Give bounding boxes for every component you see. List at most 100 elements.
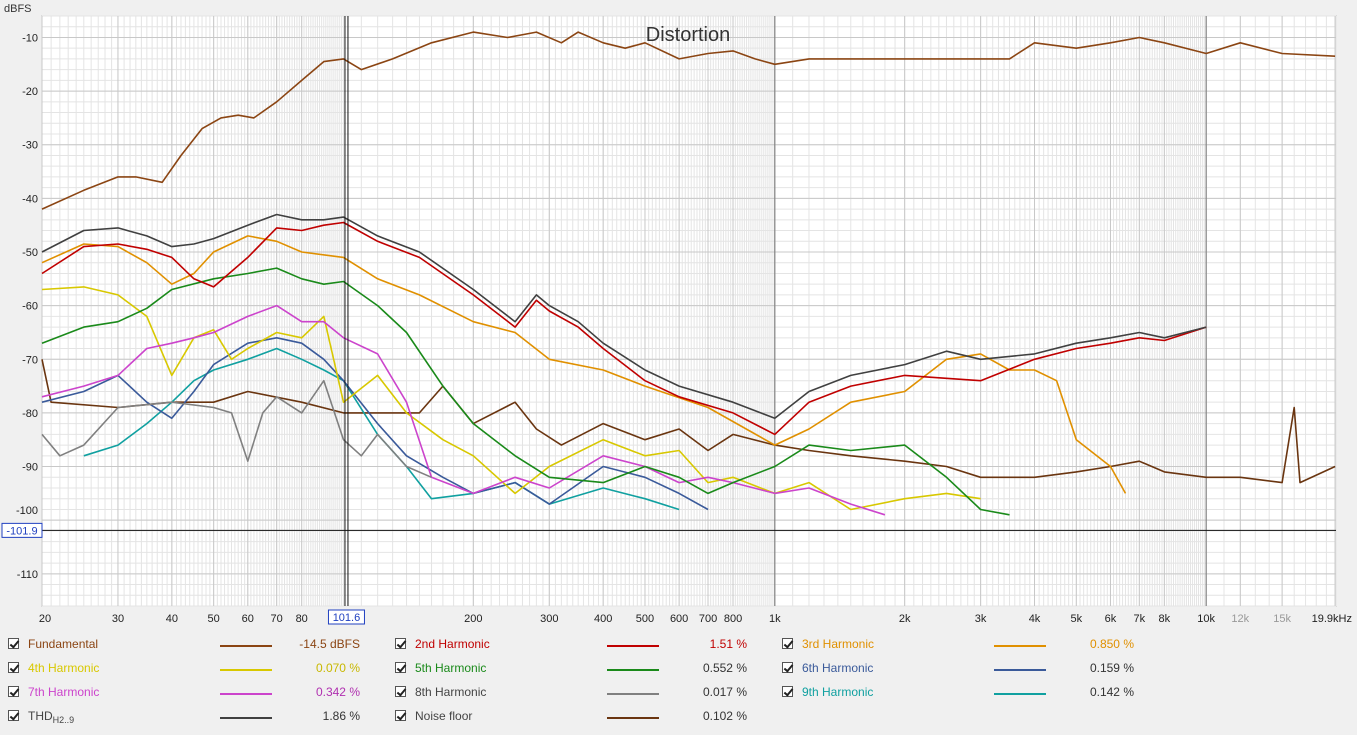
legend-checkbox[interactable] <box>782 662 793 673</box>
legend-name: 5th Harmonic <box>415 661 487 675</box>
y-tick-label: -100 <box>16 505 38 517</box>
distortion-chart: -101.9 101.6 20 30 40 50 60 70 80 200 300 400 500 60… <box>1 3 1352 625</box>
series-line-2nd-harmonic <box>41 221 1207 436</box>
series-line-4th-harmonic <box>41 286 981 511</box>
legend-value: 0.159 % <box>1089 661 1134 675</box>
legend-name: 3rd Harmonic <box>802 637 875 651</box>
legend-item-6th-harmonic[interactable]: 6th Harmonic 0.159 % <box>782 660 1152 678</box>
x-tick-label: 3k <box>975 613 987 625</box>
legend-checkbox[interactable] <box>782 638 793 649</box>
legend-name: Noise floor <box>415 709 473 723</box>
legend-value: 1.86 % <box>322 709 360 723</box>
x-tick-label: 15k <box>1273 613 1291 625</box>
series-line-thd <box>41 213 1207 420</box>
x-tick-label: 60 <box>242 613 254 625</box>
x-tick-label: 300 <box>540 613 558 625</box>
x-tick-label: 500 <box>636 613 654 625</box>
legend-value: 0.850 % <box>1089 637 1134 651</box>
series-line-fundamental <box>41 31 1336 210</box>
legend-item-2nd-harmonic[interactable]: 2nd Harmonic 1.51 % <box>395 636 765 654</box>
series-line-7th-harmonic <box>41 304 886 516</box>
y-tick-label: -80 <box>22 408 38 420</box>
legend-swatch <box>607 645 659 647</box>
x-tick-label: 8k <box>1159 613 1171 625</box>
cursor-y-label: -101.9 <box>6 525 37 537</box>
cursor-y-box <box>1 522 43 538</box>
legend-checkbox[interactable] <box>8 686 19 697</box>
legend-item-3rd-harmonic[interactable]: 3rd Harmonic 0.850 % <box>782 636 1152 654</box>
chart-title: Distortion <box>646 24 730 46</box>
x-tick-label: 1k <box>769 613 781 625</box>
legend-checkbox[interactable] <box>395 710 406 721</box>
legend-swatch <box>994 645 1046 647</box>
series-line-6th-harmonic <box>41 337 709 511</box>
legend-swatch <box>220 717 272 719</box>
x-tick-label: 800 <box>724 613 742 625</box>
series-line-8th-harmonic <box>41 379 432 479</box>
y-axis-ticks: -10 -20 -30 -40 -50 -60 -70 -80 -90 -110 -100 <box>16 32 38 580</box>
legend-value: 0.342 % <box>315 685 360 699</box>
legend: Fundamental -14.5 dBFS 2nd Harmonic 1.51 % 3… <box>0 632 1357 735</box>
x-tick-label: 70 <box>271 613 283 625</box>
legend-name: THDH2..9 <box>28 709 75 725</box>
x-tick-label: 7k <box>1134 613 1146 625</box>
y-tick-label: -30 <box>22 140 38 152</box>
x-tick-label: 5k <box>1070 613 1082 625</box>
x-tick-label: 4k <box>1029 613 1041 625</box>
legend-name: 4th Harmonic <box>28 661 100 675</box>
legend-value: 1.51 % <box>709 637 747 651</box>
y-tick-label: -10 <box>22 32 38 44</box>
cursor-x-label: 101.6 <box>333 612 361 624</box>
legend-swatch <box>607 693 659 695</box>
legend-value: 0.102 % <box>702 709 747 723</box>
legend-name: Fundamental <box>28 637 99 651</box>
legend-value: 0.552 % <box>702 661 747 675</box>
x-tick-label: 200 <box>464 613 482 625</box>
legend-checkbox[interactable] <box>782 686 793 697</box>
x-tick-label: 80 <box>296 613 308 625</box>
x-tick-label: 40 <box>166 613 178 625</box>
x-tick-label: 30 <box>112 613 124 625</box>
x-tick-label: 700 <box>699 613 717 625</box>
legend-value: 0.142 % <box>1089 685 1134 699</box>
x-tick-label: 20 <box>39 613 51 625</box>
legend-checkbox[interactable] <box>8 662 19 673</box>
y-tick-label: -90 <box>22 462 38 474</box>
cursor-layer: -101.9 101.6 <box>1 16 1336 625</box>
legend-item-9th-harmonic[interactable]: 9th Harmonic 0.142 % <box>782 684 1152 702</box>
legend-name: 9th Harmonic <box>802 685 874 699</box>
x-tick-label: 400 <box>594 613 612 625</box>
legend-swatch <box>994 693 1046 695</box>
legend-item-7th-harmonic[interactable]: 7th Harmonic 0.342 % <box>8 684 378 702</box>
x-axis-ticks: 20 30 40 50 60 70 80 200 300 400 500 600 700 800 1k 2k 3… <box>39 613 1352 625</box>
y-tick-label: -110 <box>17 569 38 581</box>
legend-swatch <box>220 645 272 647</box>
legend-item-4th-harmonic[interactable]: 4th Harmonic 0.070 % <box>8 660 378 678</box>
y-tick-label: -60 <box>22 301 38 313</box>
x-tick-label: 50 <box>208 613 220 625</box>
legend-swatch <box>220 693 272 695</box>
grid-major <box>41 16 1336 606</box>
legend-value: -14.5 dBFS <box>299 637 360 651</box>
series-line-5th-harmonic <box>41 267 1010 516</box>
legend-name: 7th Harmonic <box>28 685 100 699</box>
legend-item-8th-harmonic[interactable]: 8th Harmonic 0.017 % <box>395 684 765 702</box>
legend-swatch <box>607 669 659 671</box>
x-tick-label: 6k <box>1105 613 1117 625</box>
legend-checkbox[interactable] <box>8 638 19 649</box>
legend-checkbox[interactable] <box>8 710 19 721</box>
legend-item-5th-harmonic[interactable]: 5th Harmonic 0.552 % <box>395 660 765 678</box>
legend-checkbox[interactable] <box>395 662 406 673</box>
y-tick-label: -70 <box>22 354 38 366</box>
y-axis-label: dBFS <box>4 3 32 15</box>
legend-item-noise-floor[interactable]: Noise floor 0.102 % <box>395 708 765 726</box>
legend-checkbox[interactable] <box>395 686 406 697</box>
x-tick-label: 19.9kHz <box>1312 613 1352 625</box>
y-tick-label: -20 <box>22 86 38 98</box>
series-layer <box>41 31 1336 516</box>
x-tick-label: 600 <box>670 613 688 625</box>
legend-item-fundamental[interactable]: Fundamental -14.5 dBFS <box>8 636 378 654</box>
legend-checkbox[interactable] <box>395 638 406 649</box>
legend-swatch <box>994 669 1046 671</box>
legend-item-thd[interactable]: THDH2..9 1.86 % <box>8 708 378 726</box>
